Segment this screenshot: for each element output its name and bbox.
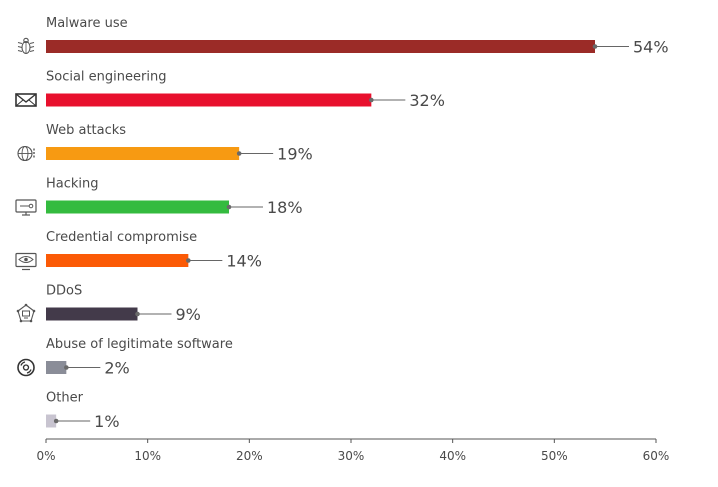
bar <box>46 200 229 214</box>
x-tick-label: 30% <box>338 449 365 463</box>
value-label: 32% <box>409 91 445 110</box>
x-tick-label: 10% <box>134 449 161 463</box>
bar-end-dot <box>236 151 242 156</box>
bar-row: Hacking 18% <box>46 177 303 217</box>
bars-layer: Malware use 54% Social engineering 32% Web a… <box>46 16 669 431</box>
bar-end-dot <box>135 311 140 317</box>
category-label: DDoS <box>46 284 82 299</box>
x-tick-label: 40% <box>439 449 466 463</box>
icons-layer <box>15 37 37 377</box>
category-label: Social engineering <box>46 70 166 85</box>
bar-row: Social engineering 32% <box>46 70 445 110</box>
x-tick-label: 50% <box>541 449 568 463</box>
bar-row: Abuse of legitimate software 2% <box>46 337 233 378</box>
bar-row: Malware use 54% <box>46 16 669 57</box>
envelope-icon <box>15 93 37 107</box>
bar-row: Credential compromise 14% <box>46 230 262 271</box>
category-label: Abuse of legitimate software <box>46 337 233 352</box>
eye-monitor-icon <box>15 252 37 271</box>
category-label: Malware use <box>46 16 128 31</box>
value-label: 18% <box>267 198 303 217</box>
bar-row: DDoS 9% <box>46 284 201 324</box>
bar <box>46 93 372 107</box>
value-label: 9% <box>176 305 201 324</box>
bar-end-dot <box>226 204 232 210</box>
bar-end-dot <box>186 258 191 263</box>
value-label: 1% <box>94 412 119 431</box>
disc-icon <box>17 358 35 377</box>
bar <box>46 361 67 374</box>
bar <box>46 254 189 267</box>
bar <box>46 414 57 428</box>
value-label: 54% <box>633 38 669 57</box>
value-label: 2% <box>104 359 129 378</box>
category-label: Web attacks <box>46 123 126 138</box>
x-tick-label: 20% <box>236 449 263 463</box>
bar <box>46 40 595 53</box>
x-axis: 0% 10% 20% 30% 40% 50% 60% <box>36 438 670 463</box>
bar-end-dot <box>53 418 59 424</box>
bug-icon <box>17 37 35 55</box>
value-label: 14% <box>226 252 262 271</box>
bar-row: Other 1% <box>46 391 120 431</box>
bar-end-dot <box>592 44 598 49</box>
category-label: Other <box>46 391 84 406</box>
bar-row: Web attacks 19% <box>46 123 313 164</box>
x-tick-label: 0% <box>36 449 55 463</box>
computer-icon <box>15 199 37 216</box>
category-label: Credential compromise <box>46 230 197 245</box>
x-tick-label: 60% <box>643 449 670 463</box>
bar <box>46 147 240 160</box>
bar <box>46 307 138 321</box>
bar-end-dot <box>64 365 69 370</box>
ddos-icon <box>16 303 36 323</box>
globe-icon <box>17 145 35 162</box>
bar-end-dot <box>369 97 374 103</box>
value-label: 19% <box>277 145 313 164</box>
category-label: Hacking <box>46 177 99 192</box>
